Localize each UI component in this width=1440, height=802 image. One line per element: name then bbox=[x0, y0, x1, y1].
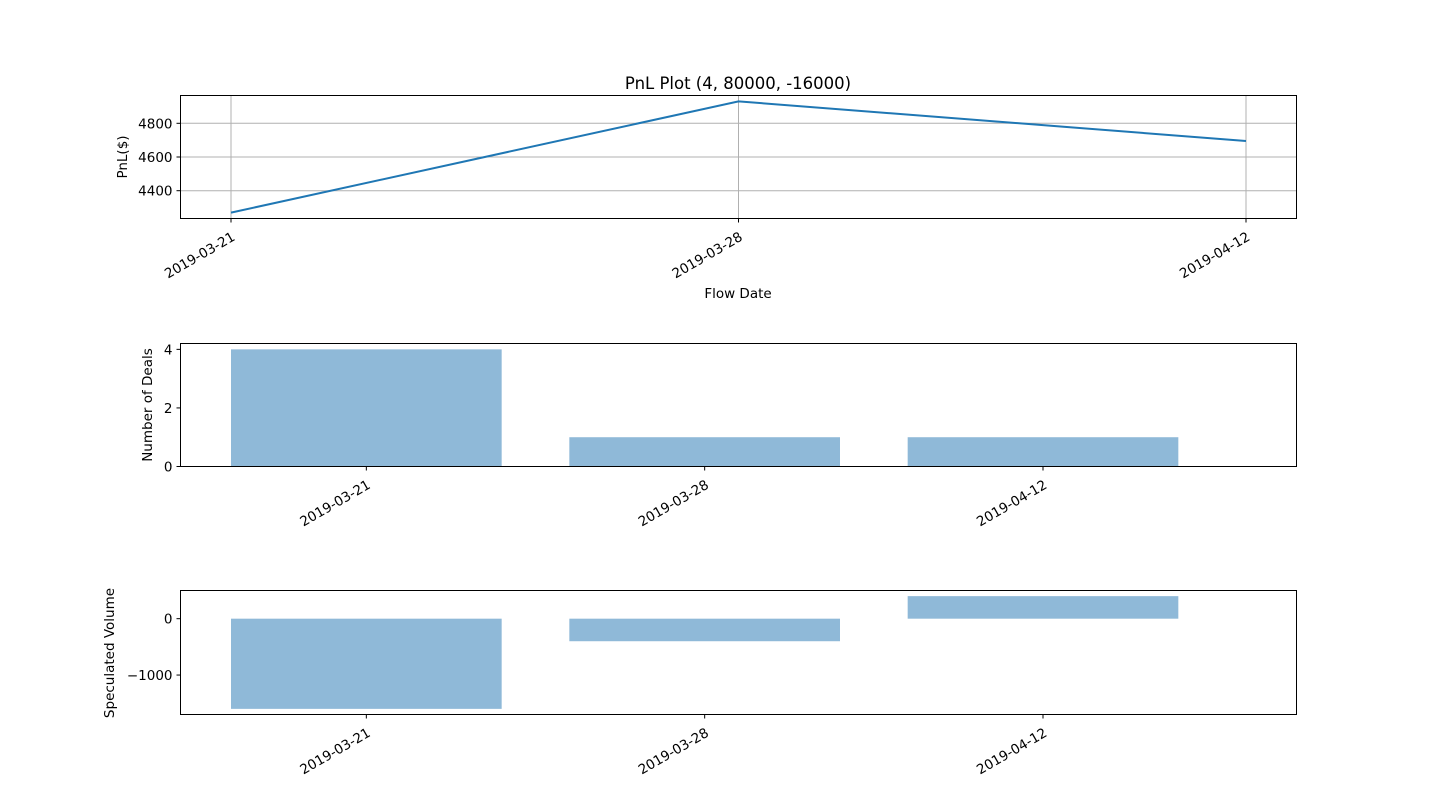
bar bbox=[569, 618, 840, 642]
x-tick-label: 2019-03-21 bbox=[297, 477, 373, 530]
pnl-panel: PnL Plot (4, 80000, -16000) 4400 4600 4800… bbox=[115, 74, 1297, 302]
y-tick-label: 4 bbox=[164, 342, 173, 358]
bar bbox=[907, 437, 1179, 467]
deals-x-axis-ticks: 2019-03-21 2019-03-28 2019-04-12 bbox=[297, 466, 1050, 530]
volume-y-axis-label: Speculated Volume bbox=[102, 588, 118, 718]
bar bbox=[231, 618, 502, 709]
y-tick-label: 0 bbox=[164, 460, 173, 476]
volume-x-axis-ticks: 2019-03-21 2019-03-28 2019-04-12 bbox=[297, 714, 1050, 778]
x-tick-label: 2019-04-12 bbox=[974, 477, 1050, 530]
bar bbox=[569, 437, 840, 467]
x-tick-label: 2019-04-12 bbox=[974, 725, 1050, 778]
y-tick-label: 4600 bbox=[138, 150, 172, 166]
x-tick-label: 2019-03-21 bbox=[162, 229, 238, 282]
pnl-chart-title: PnL Plot (4, 80000, -16000) bbox=[625, 74, 851, 93]
deals-panel: 0 2 4 2019-03-21 2019-03-28 2019-04-12 Numbe… bbox=[140, 342, 1297, 530]
pnl-line-series bbox=[230, 100, 1247, 214]
y-tick-label: 0 bbox=[164, 612, 173, 628]
volume-panel: −1000 0 2019-03-21 2019-03-28 2019-04-12 Sp… bbox=[102, 588, 1297, 778]
volume-y-axis-ticks: −1000 0 bbox=[127, 612, 181, 684]
y-tick-label: 4800 bbox=[138, 116, 172, 132]
deals-y-axis-label: Number of Deals bbox=[140, 348, 156, 462]
pnl-x-axis-label: Flow Date bbox=[704, 286, 771, 302]
y-tick-label: 4400 bbox=[138, 184, 172, 200]
x-tick-label: 2019-03-21 bbox=[297, 725, 373, 778]
pnl-gridlines bbox=[180, 95, 1297, 219]
deals-plot-frame bbox=[180, 343, 1297, 467]
pnl-y-axis-label: PnL($) bbox=[115, 135, 131, 178]
x-tick-label: 2019-03-28 bbox=[636, 477, 712, 530]
deals-y-axis-ticks: 0 2 4 bbox=[164, 342, 181, 476]
x-tick-label: 2019-03-28 bbox=[636, 725, 712, 778]
volume-plot-frame bbox=[180, 590, 1297, 715]
x-tick-label: 2019-04-12 bbox=[1177, 229, 1253, 282]
y-tick-label: −1000 bbox=[127, 668, 173, 684]
pnl-x-axis-ticks: 2019-03-21 2019-03-28 2019-04-12 bbox=[162, 218, 1253, 282]
volume-bars bbox=[231, 596, 1179, 709]
x-tick-label: 2019-03-28 bbox=[670, 229, 746, 282]
bar bbox=[907, 596, 1179, 619]
pnl-y-axis-ticks: 4400 4600 4800 bbox=[138, 116, 181, 200]
bar bbox=[231, 349, 502, 467]
y-tick-label: 2 bbox=[164, 401, 173, 417]
deals-bars bbox=[231, 349, 1179, 467]
